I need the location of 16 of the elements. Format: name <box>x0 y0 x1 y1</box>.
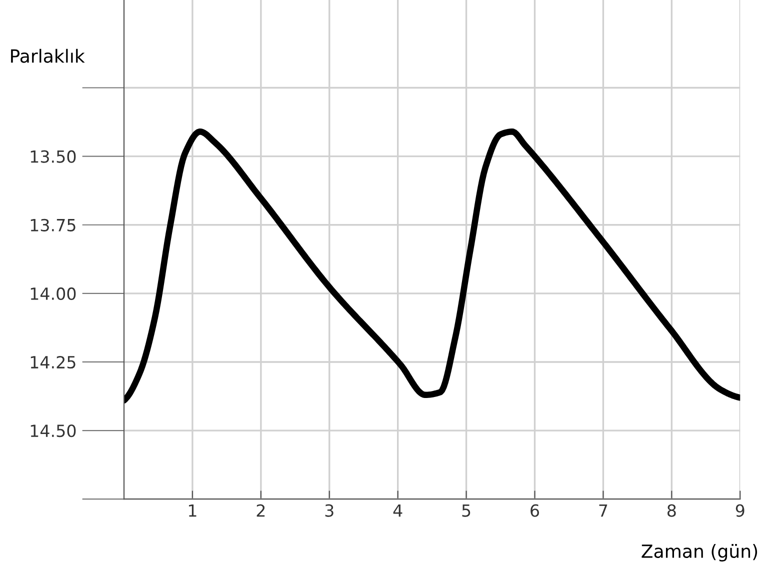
y-axis-title: Parlaklık <box>11 48 85 63</box>
y-tick-label: 14.00 <box>30 287 76 300</box>
x-tick-label: 6 <box>530 504 540 517</box>
y-tick-label: 14.50 <box>30 424 76 438</box>
x-tick-label: 7 <box>599 504 608 517</box>
x-tick-label: 1 <box>188 504 196 517</box>
x-tick-label: 4 <box>393 504 402 517</box>
y-tick-label: 14.25 <box>30 356 76 369</box>
x-tick-label: 2 <box>256 504 265 517</box>
x-tick-label: 3 <box>325 504 334 517</box>
y-tick-label: 13.75 <box>30 218 76 232</box>
x-tick-label: 9 <box>736 504 744 517</box>
x-tick-label: 8 <box>667 504 676 517</box>
x-tick-label: 5 <box>462 504 470 517</box>
x-axis-title: Zaman (gün) <box>642 544 758 562</box>
y-tick-label: 13.50 <box>30 150 76 163</box>
